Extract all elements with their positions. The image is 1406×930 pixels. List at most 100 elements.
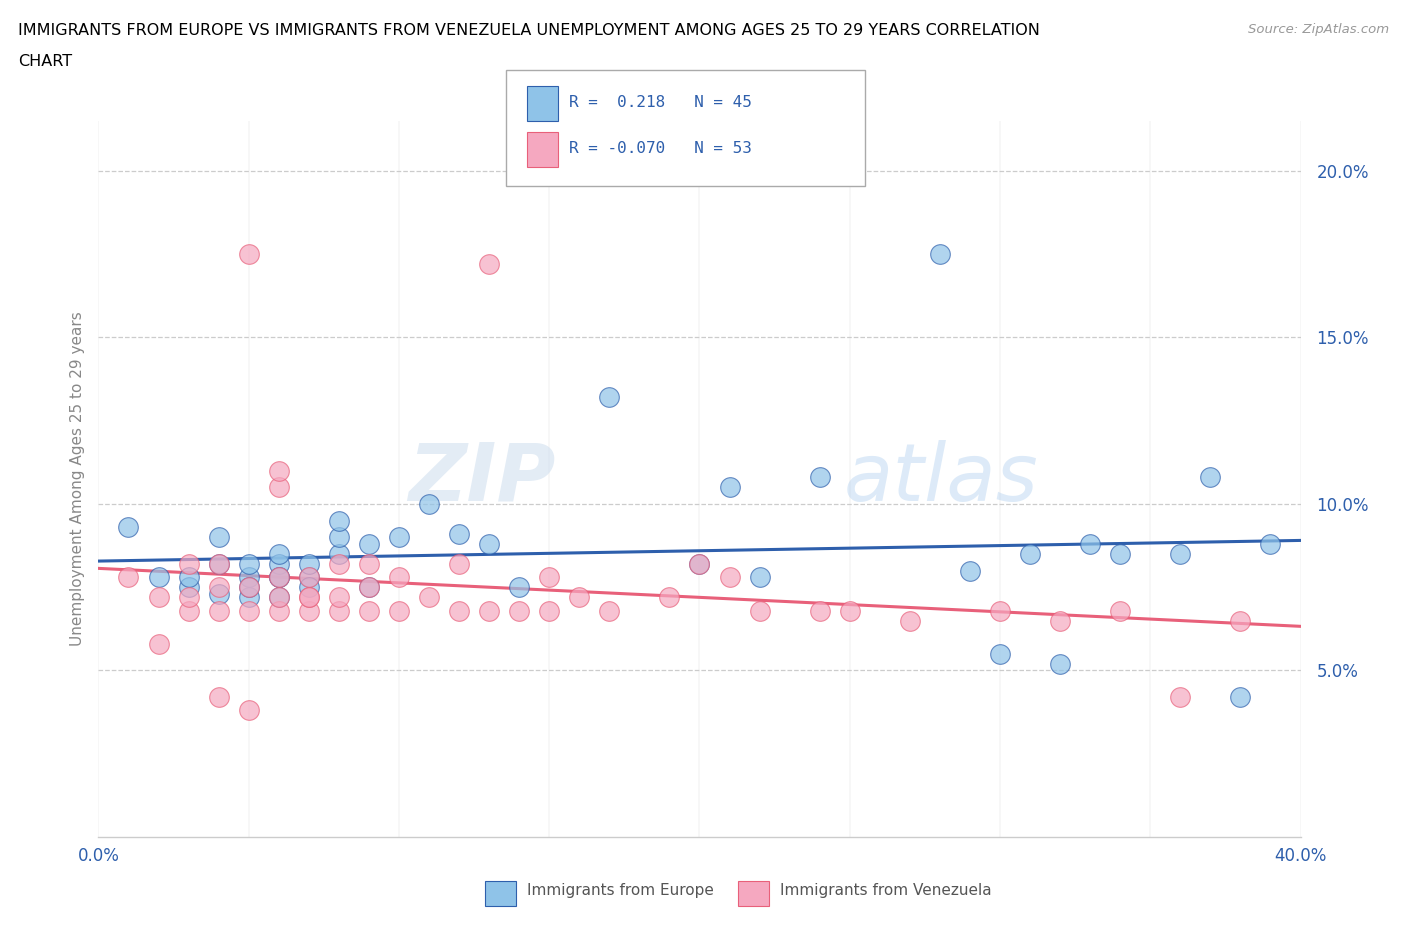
Point (959, 563, 981, 578)
Point (418, 497, 440, 512)
Point (328, 547, 350, 562)
Point (208, 579, 231, 594)
Point (238, 246, 260, 261)
Point (208, 530, 231, 545)
Point (1109, 547, 1132, 562)
Point (748, 603, 770, 618)
Point (929, 246, 952, 261)
Point (988, 603, 1011, 618)
Text: ZIP: ZIP (408, 440, 555, 518)
Text: Immigrants from Europe: Immigrants from Europe (527, 883, 714, 897)
Point (148, 570, 170, 585)
Point (177, 570, 200, 585)
Point (117, 570, 139, 585)
Text: Source: ZipAtlas.com: Source: ZipAtlas.com (1249, 23, 1389, 36)
Point (328, 556, 350, 571)
Point (508, 603, 530, 618)
Point (508, 579, 530, 594)
Point (238, 579, 260, 594)
Point (357, 603, 380, 618)
Point (357, 579, 380, 594)
Point (568, 590, 591, 604)
Point (208, 690, 231, 705)
Point (267, 603, 290, 618)
Point (267, 547, 290, 562)
Point (598, 390, 620, 405)
Text: R = -0.070   N = 53: R = -0.070 N = 53 (569, 141, 752, 156)
Point (418, 590, 440, 604)
Point (267, 570, 290, 585)
Point (267, 480, 290, 495)
Point (238, 570, 260, 585)
Point (1229, 613, 1251, 628)
Point (1260, 537, 1282, 551)
Point (447, 526, 470, 541)
Point (1019, 547, 1042, 562)
Text: R =  0.218   N = 45: R = 0.218 N = 45 (569, 95, 752, 110)
Point (478, 537, 501, 551)
Point (298, 603, 321, 618)
Point (1078, 537, 1101, 551)
Point (1229, 690, 1251, 705)
Point (1049, 613, 1071, 628)
Point (267, 570, 290, 585)
Text: atlas: atlas (844, 440, 1039, 518)
Text: CHART: CHART (18, 54, 72, 69)
Point (478, 257, 501, 272)
Point (1170, 690, 1192, 705)
Point (267, 556, 290, 571)
Point (328, 530, 350, 545)
Point (328, 603, 350, 618)
Point (267, 570, 290, 585)
Point (148, 636, 170, 651)
Text: IMMIGRANTS FROM EUROPE VS IMMIGRANTS FROM VENEZUELA UNEMPLOYMENT AMONG AGES 25 T: IMMIGRANTS FROM EUROPE VS IMMIGRANTS FRO… (18, 23, 1040, 38)
Point (298, 570, 321, 585)
Point (238, 703, 260, 718)
Point (177, 579, 200, 594)
Point (298, 579, 321, 594)
Y-axis label: Unemployment Among Ages 25 to 29 years: Unemployment Among Ages 25 to 29 years (69, 312, 84, 646)
Point (357, 579, 380, 594)
Point (238, 603, 260, 618)
Point (177, 556, 200, 571)
Point (298, 570, 321, 585)
Point (388, 530, 411, 545)
Point (357, 556, 380, 571)
Point (718, 480, 741, 495)
Point (838, 603, 860, 618)
Point (298, 590, 321, 604)
Point (388, 570, 411, 585)
Point (898, 613, 921, 628)
Point (208, 603, 231, 618)
Point (267, 590, 290, 604)
Point (447, 603, 470, 618)
Text: Immigrants from Venezuela: Immigrants from Venezuela (780, 883, 993, 897)
Point (688, 556, 710, 571)
Point (238, 579, 260, 594)
Point (388, 603, 411, 618)
Point (267, 590, 290, 604)
Point (1170, 547, 1192, 562)
Point (208, 556, 231, 571)
Point (357, 537, 380, 551)
Point (808, 603, 831, 618)
Point (328, 513, 350, 528)
Point (238, 556, 260, 571)
Point (538, 603, 561, 618)
Point (447, 556, 470, 571)
Point (208, 587, 231, 602)
Point (1049, 657, 1071, 671)
Point (988, 646, 1011, 661)
Point (148, 590, 170, 604)
Point (658, 590, 681, 604)
Point (1109, 603, 1132, 618)
Point (208, 556, 231, 571)
Point (538, 570, 561, 585)
Point (1199, 470, 1222, 485)
Point (688, 556, 710, 571)
Point (177, 590, 200, 604)
Point (328, 590, 350, 604)
Point (808, 470, 831, 485)
Point (748, 570, 770, 585)
Point (267, 463, 290, 478)
